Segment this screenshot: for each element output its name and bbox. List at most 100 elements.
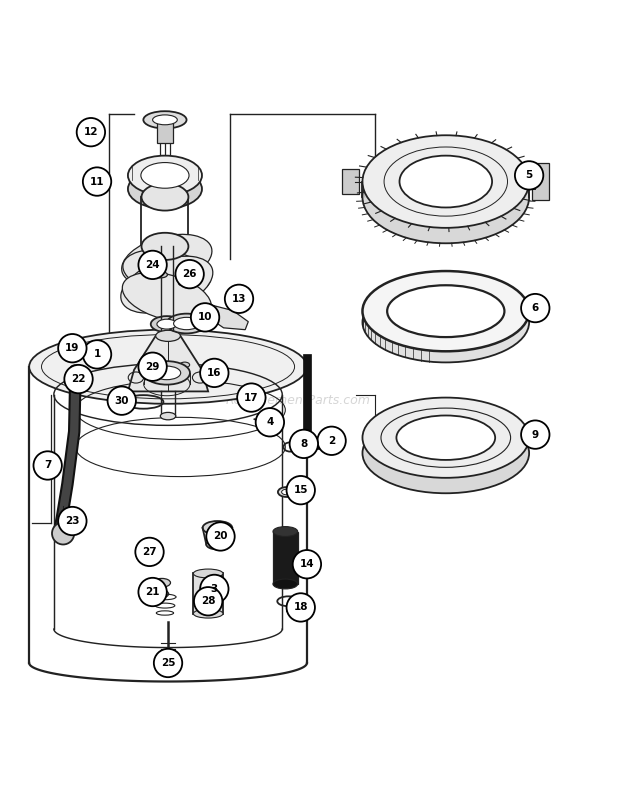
Ellipse shape	[122, 234, 212, 286]
Circle shape	[521, 294, 549, 322]
Circle shape	[515, 161, 543, 189]
Ellipse shape	[399, 155, 492, 208]
Text: 3: 3	[211, 584, 218, 594]
Text: 2: 2	[328, 436, 335, 446]
Ellipse shape	[273, 526, 298, 537]
Circle shape	[138, 578, 167, 606]
Circle shape	[200, 359, 229, 387]
Text: 8: 8	[300, 439, 308, 449]
Bar	[303, 354, 311, 438]
Circle shape	[107, 387, 136, 415]
Text: 21: 21	[145, 587, 160, 597]
Text: 7: 7	[44, 461, 51, 470]
Circle shape	[521, 421, 549, 449]
Text: 12: 12	[84, 127, 98, 137]
Polygon shape	[208, 305, 248, 330]
Circle shape	[83, 340, 111, 368]
Circle shape	[293, 550, 321, 578]
Ellipse shape	[140, 549, 153, 555]
Text: ReplacementParts.com: ReplacementParts.com	[225, 394, 370, 407]
Text: 19: 19	[65, 343, 79, 353]
Ellipse shape	[195, 598, 209, 604]
Ellipse shape	[363, 135, 529, 228]
Circle shape	[52, 522, 74, 544]
Text: 4: 4	[266, 417, 273, 428]
Text: 28: 28	[201, 596, 215, 606]
Text: 9: 9	[532, 430, 539, 439]
Ellipse shape	[273, 579, 298, 589]
Ellipse shape	[162, 649, 174, 656]
Text: 16: 16	[207, 368, 221, 378]
Text: 17: 17	[244, 393, 259, 402]
Circle shape	[206, 522, 235, 551]
Ellipse shape	[122, 272, 211, 321]
Ellipse shape	[157, 320, 177, 329]
Circle shape	[194, 587, 223, 615]
Text: 26: 26	[182, 269, 197, 279]
Ellipse shape	[203, 521, 232, 535]
Text: 25: 25	[161, 658, 175, 668]
Circle shape	[154, 649, 182, 677]
Text: 10: 10	[198, 312, 212, 323]
Ellipse shape	[174, 317, 200, 330]
Ellipse shape	[141, 163, 189, 189]
Ellipse shape	[363, 151, 529, 243]
Ellipse shape	[153, 366, 180, 380]
Bar	[342, 169, 360, 194]
Ellipse shape	[156, 331, 180, 342]
Ellipse shape	[128, 169, 202, 209]
Bar	[273, 532, 298, 584]
Circle shape	[290, 430, 318, 458]
Ellipse shape	[151, 316, 183, 332]
Circle shape	[77, 118, 105, 147]
Ellipse shape	[153, 115, 177, 125]
Text: 1: 1	[94, 350, 100, 359]
Text: 30: 30	[115, 395, 129, 406]
Text: 27: 27	[142, 547, 157, 557]
Ellipse shape	[70, 365, 81, 372]
Circle shape	[225, 285, 253, 313]
Bar	[157, 120, 173, 143]
Circle shape	[64, 365, 93, 393]
Ellipse shape	[363, 282, 529, 362]
Ellipse shape	[167, 314, 206, 334]
Circle shape	[255, 408, 284, 436]
Circle shape	[286, 593, 315, 622]
Ellipse shape	[363, 398, 529, 478]
Text: 18: 18	[293, 603, 308, 612]
Bar	[532, 163, 549, 200]
Ellipse shape	[180, 362, 190, 368]
Circle shape	[138, 251, 167, 279]
Ellipse shape	[29, 330, 307, 404]
Ellipse shape	[396, 416, 495, 460]
Ellipse shape	[123, 249, 211, 295]
Ellipse shape	[144, 361, 190, 384]
Ellipse shape	[363, 271, 529, 351]
Ellipse shape	[161, 413, 175, 420]
Ellipse shape	[121, 256, 213, 313]
Circle shape	[191, 303, 219, 331]
Text: 23: 23	[65, 516, 79, 526]
Circle shape	[135, 537, 164, 566]
Text: 14: 14	[299, 559, 314, 569]
Ellipse shape	[141, 233, 188, 260]
Text: 13: 13	[232, 294, 246, 304]
Circle shape	[138, 353, 167, 381]
Circle shape	[83, 167, 111, 196]
Text: 11: 11	[90, 177, 104, 186]
Ellipse shape	[387, 286, 505, 337]
Circle shape	[33, 451, 62, 480]
Ellipse shape	[126, 399, 135, 405]
Ellipse shape	[155, 590, 169, 597]
Ellipse shape	[193, 609, 223, 618]
Ellipse shape	[143, 111, 187, 129]
Circle shape	[237, 383, 265, 412]
Ellipse shape	[153, 578, 170, 587]
Ellipse shape	[206, 540, 229, 549]
Ellipse shape	[128, 155, 202, 195]
Circle shape	[317, 427, 346, 455]
Circle shape	[175, 260, 204, 288]
Text: 6: 6	[532, 303, 539, 313]
Bar	[193, 574, 223, 614]
Ellipse shape	[143, 551, 149, 554]
